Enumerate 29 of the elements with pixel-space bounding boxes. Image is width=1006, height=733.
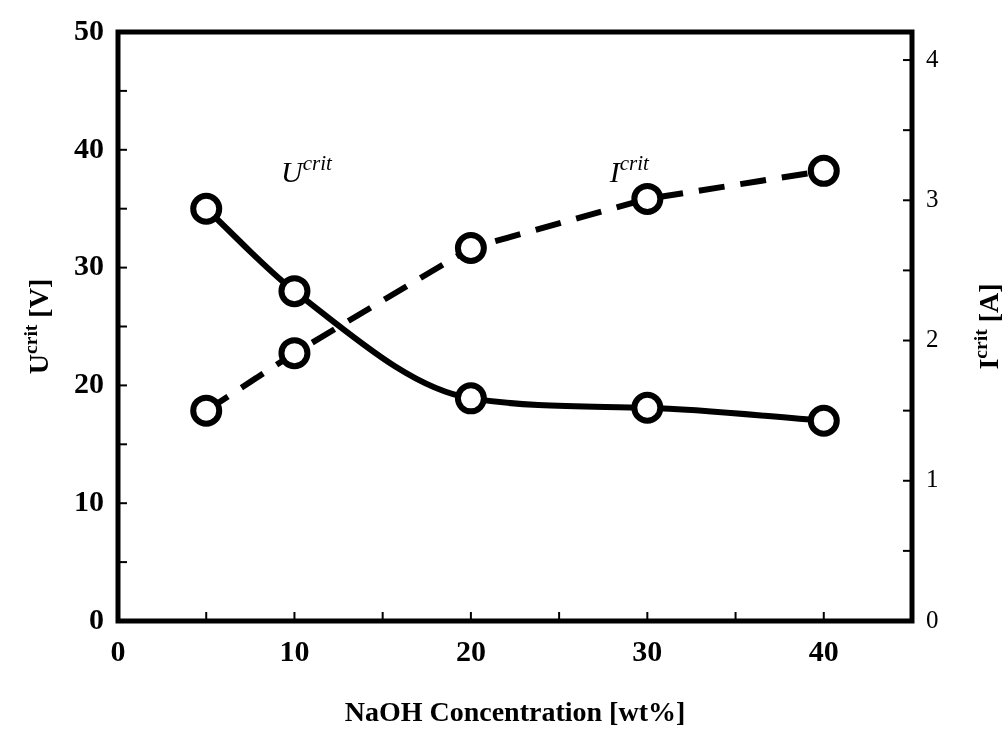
y-tick-label: 50 (74, 12, 104, 46)
point (631, 391, 664, 424)
point (454, 382, 487, 415)
point (807, 154, 840, 187)
point (631, 182, 664, 215)
y-tick-label: 0 (89, 601, 104, 635)
x-tick-label: 10 (279, 633, 310, 667)
y2-tick-label: 1 (926, 465, 939, 493)
y-tick-label: 30 (74, 248, 104, 282)
point (278, 337, 311, 370)
point (190, 192, 223, 225)
x-tick-label: 30 (632, 633, 663, 667)
x-axis-title: NaOH Concentration [wt%] (344, 696, 686, 727)
y2-tick-label: 3 (926, 184, 939, 212)
point (190, 394, 223, 427)
y2-tick-label: 2 (926, 325, 939, 353)
y-tick-label: 40 (74, 130, 104, 164)
x-tick-label: 0 (110, 633, 126, 667)
y2-axis-title: Icrit [A] (969, 283, 1004, 370)
y2-tick-label: 0 (926, 605, 939, 633)
y2-tick-label: 4 (926, 44, 939, 72)
point (278, 275, 311, 308)
y-tick-label: 20 (74, 366, 104, 400)
y-axis-title: Ucrit [V] (19, 278, 54, 375)
point (454, 231, 487, 264)
x-tick-label: 20 (455, 633, 486, 667)
point (807, 404, 840, 437)
y-tick-label: 10 (74, 483, 104, 517)
x-tick-label: 40 (808, 633, 839, 667)
